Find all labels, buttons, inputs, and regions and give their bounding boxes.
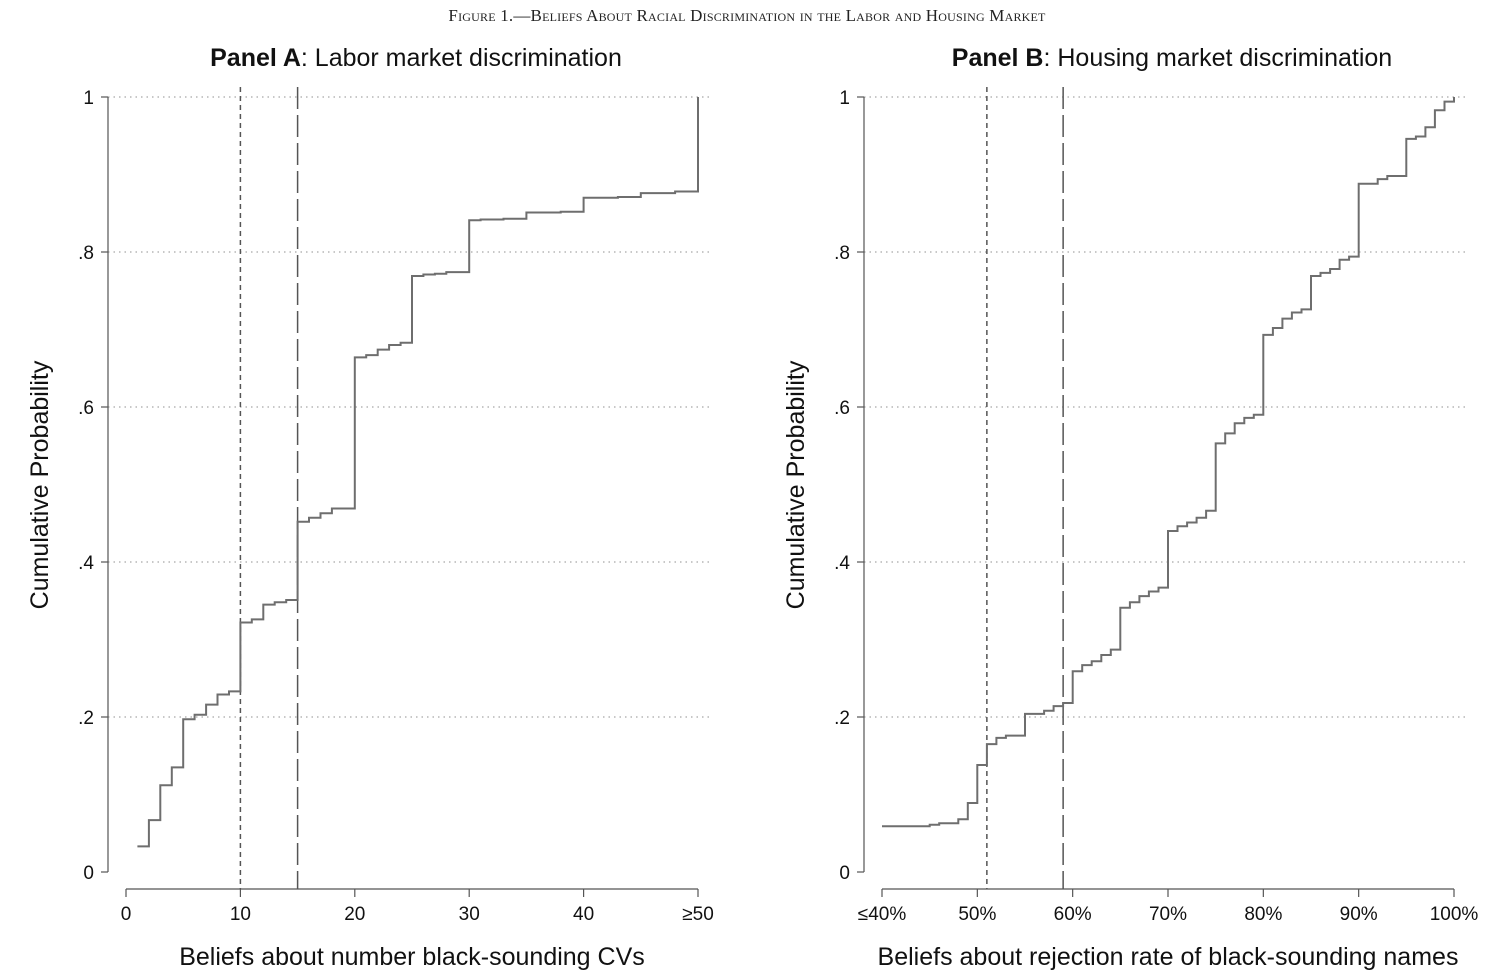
panel-a-y-tick-label: .8 xyxy=(78,243,94,264)
panel-b-y-tick-label: .2 xyxy=(834,708,850,729)
panel-b-y-tick-label: .4 xyxy=(834,553,850,574)
panel-a-y-tick-label: 1 xyxy=(83,88,94,109)
panel-b-x-tick-label: 80% xyxy=(1244,904,1282,925)
panel-a-y-axis-title: Cumulative Probability xyxy=(26,360,54,609)
panel-b-x-tick-label: 50% xyxy=(958,904,996,925)
panel-a-x-tick-label: 10 xyxy=(230,904,251,925)
panel-a: Panel A: Labor market discrimination Cum… xyxy=(26,44,714,971)
panel-a-title-rest: : Labor market discrimination xyxy=(301,44,622,72)
figure-caption: Figure 1.—Beliefs About Racial Discrimin… xyxy=(448,6,1046,25)
panel-a-x-tick-label: 0 xyxy=(121,904,132,925)
panel-a-x-tick-label: 30 xyxy=(459,904,480,925)
panel-a-x-tick-label: 20 xyxy=(344,904,365,925)
panel-b-y-tick-label: .8 xyxy=(834,243,850,264)
panel-a-y-tick-label: 0 xyxy=(83,863,94,884)
panel-a-title: Panel A: Labor market discrimination xyxy=(210,44,622,72)
panel-a-y-tick-label: .2 xyxy=(78,708,94,729)
panel-a-x-tick-label: ≥50 xyxy=(682,904,714,925)
panel-b-x-tick-label: ≤40% xyxy=(858,904,907,925)
panel-a-plot-area: 0.2.4.6.810 10 20 30 40 ≥50 xyxy=(78,87,714,925)
panel-b-y-tick-label: .6 xyxy=(834,398,850,419)
panel-b-title-bold: Panel B xyxy=(952,44,1044,72)
panel-b-title-rest: : Housing market discrimination xyxy=(1043,44,1392,72)
panel-b-x-tick-label: 100% xyxy=(1430,904,1479,925)
panel-a-x-tick-label: 40 xyxy=(573,904,594,925)
panel-b-y-axis-title: Cumulative Probability xyxy=(782,360,810,609)
panel-b-y-tick-label: 1 xyxy=(839,88,850,109)
panel-a-cdf-step-line xyxy=(137,97,699,848)
panel-b-x-tick-label: 60% xyxy=(1054,904,1092,925)
panel-b-cdf-step-line xyxy=(882,97,1455,828)
panel-b-x-tick-label: 70% xyxy=(1149,904,1187,925)
panel-b-y-tick-label: 0 xyxy=(839,863,850,884)
panel-b-x-axis-title: Beliefs about rejection rate of black-so… xyxy=(878,943,1459,971)
panel-b-plot-area: 0 .2 .4 .6 .8 1 ≤40% 50% 60% 70% 80% 90% 100% xyxy=(834,87,1478,925)
panel-a-y-tick-label: .4 xyxy=(78,553,94,574)
panel-b-title: Panel B: Housing market discrimination xyxy=(952,44,1392,72)
panel-a-title-bold: Panel A xyxy=(210,44,301,72)
panel-b-x-tick-label: 90% xyxy=(1340,904,1378,925)
panel-b: Panel B: Housing market discrimination C… xyxy=(782,44,1478,971)
panel-a-x-axis-title: Beliefs about number black-sounding CVs xyxy=(179,943,645,971)
panel-a-y-tick-label: .6 xyxy=(78,398,94,419)
